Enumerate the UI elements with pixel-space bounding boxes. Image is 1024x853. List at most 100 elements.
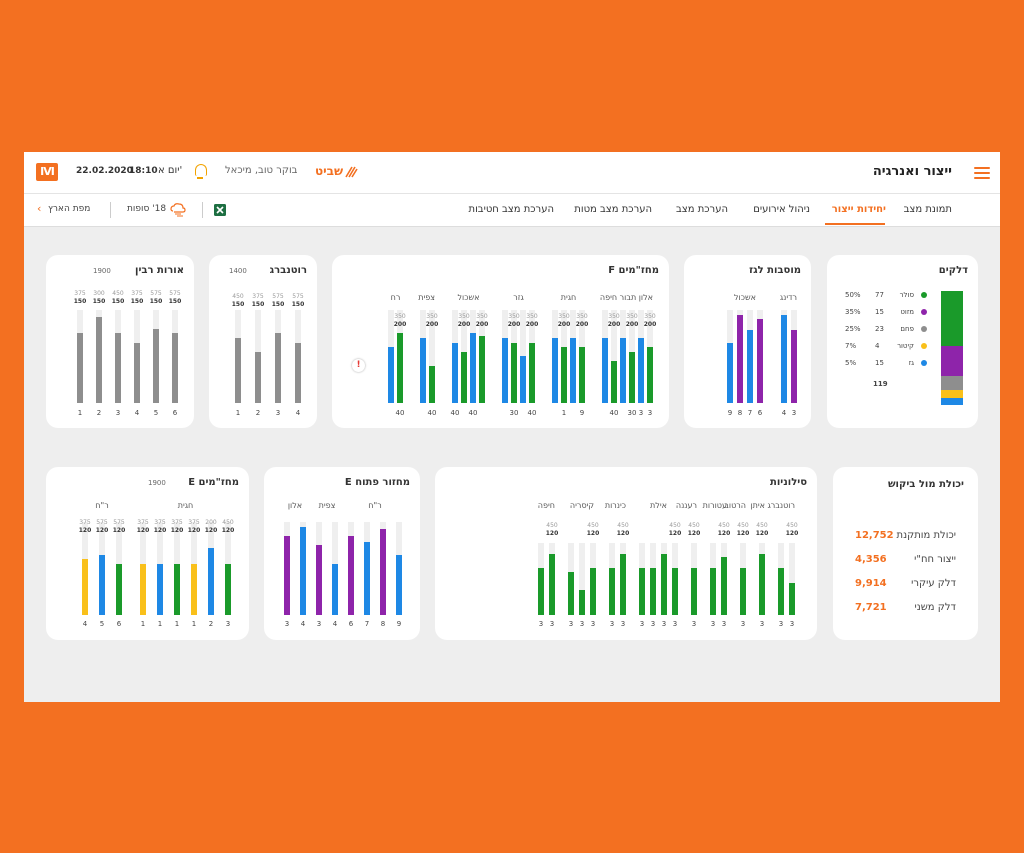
bar-fill[interactable] (429, 366, 435, 403)
day-text: יום א' (158, 165, 183, 176)
bar-fill[interactable] (579, 590, 585, 615)
bar-fill[interactable] (661, 554, 667, 615)
bar-top-label: 450 120 (684, 522, 704, 538)
station-label: צפית (418, 293, 435, 302)
bar-fill[interactable] (99, 555, 105, 615)
bar-fill[interactable] (140, 564, 146, 615)
bar-fill[interactable] (380, 529, 386, 615)
bar-fill[interactable] (388, 347, 394, 403)
bar-fill[interactable] (157, 564, 163, 615)
bar-fill[interactable] (116, 564, 122, 615)
bar-fill[interactable] (284, 536, 290, 615)
bar-fill[interactable] (650, 568, 656, 615)
active-tab-indicator (825, 223, 885, 225)
bar-fill[interactable] (82, 559, 88, 615)
bar-fill[interactable] (620, 338, 626, 403)
bar-fill[interactable] (757, 319, 763, 403)
bar-fill[interactable] (300, 527, 306, 615)
bar-fill[interactable] (791, 330, 797, 403)
tab-event-management[interactable]: ניהול אירועים (753, 204, 810, 215)
bar-fill[interactable] (191, 564, 197, 615)
bar-fill[interactable] (348, 536, 354, 615)
bar-fill[interactable] (721, 557, 727, 615)
bar-fill[interactable] (452, 343, 458, 403)
tab-division-assessment[interactable]: הערכת מצב חטיבות (468, 204, 555, 215)
excel-icon[interactable] (214, 204, 226, 216)
bar-fill[interactable] (579, 347, 585, 403)
chevron-left-icon[interactable]: ‹ (37, 202, 42, 215)
bar-current-value: 150 (271, 301, 285, 308)
bar-fill[interactable] (538, 568, 544, 615)
bar-fill[interactable] (115, 333, 121, 403)
bar-fill[interactable] (275, 333, 281, 403)
bar-fill[interactable] (520, 356, 526, 403)
bell-icon[interactable] (195, 164, 207, 179)
bar-fill[interactable] (568, 572, 574, 615)
bar-track (479, 310, 485, 403)
bar-fill[interactable] (647, 347, 653, 403)
bar-fill[interactable] (479, 336, 485, 403)
bar-fill[interactable] (727, 343, 733, 403)
tab-situation-assessment[interactable]: הערכת מצב (676, 204, 728, 215)
bar-fill[interactable] (511, 343, 517, 403)
bar-fill[interactable] (420, 338, 426, 403)
bar-fill[interactable] (208, 548, 214, 615)
bar-fill[interactable] (316, 545, 322, 615)
bar-max-value: 575 (113, 519, 125, 526)
bar-fill[interactable] (747, 330, 753, 403)
bar-max-value: 375 (137, 519, 149, 526)
bar-max-value: 450 (756, 522, 768, 529)
bar-fill[interactable] (295, 343, 301, 403)
storms-indicator[interactable]: 18' סופות (127, 204, 167, 214)
bar-fill[interactable] (710, 568, 716, 615)
bar-fill[interactable] (77, 333, 83, 403)
bar-fill[interactable] (629, 352, 635, 403)
bar-fill[interactable] (691, 568, 697, 615)
bar-fill[interactable] (781, 315, 787, 403)
bar-fill[interactable] (561, 347, 567, 403)
bar-fill[interactable] (789, 583, 795, 615)
bar-fill[interactable] (759, 554, 765, 615)
bar-fill[interactable] (549, 554, 555, 615)
bar-unit-number: 2 (255, 409, 261, 417)
bar-fill[interactable] (470, 333, 476, 403)
bar-unit-number: 1 (140, 620, 146, 628)
bar-fill[interactable] (172, 333, 178, 403)
bar-fill[interactable] (235, 338, 241, 403)
tab-production-units[interactable]: יחידות ייצור (831, 204, 886, 215)
bar-fill[interactable] (255, 352, 261, 403)
bar-fill[interactable] (225, 564, 231, 615)
bar-fill[interactable] (153, 329, 159, 403)
bar-fill[interactable] (620, 554, 626, 615)
bar-fill[interactable] (778, 568, 784, 615)
bar-fill[interactable] (502, 338, 508, 403)
legend-percent: 25% (845, 325, 861, 333)
tab-overview[interactable]: תמונת מצב (903, 204, 952, 215)
bar-fill[interactable] (609, 568, 615, 615)
bar-current-value: 120 (687, 530, 701, 537)
bar-fill[interactable] (461, 352, 467, 403)
bar-fill[interactable] (570, 338, 576, 403)
bar-fill[interactable] (332, 564, 338, 615)
bar-fill[interactable] (672, 568, 678, 615)
warning-icon[interactable]: ! (352, 359, 365, 372)
bar-fill[interactable] (96, 317, 102, 403)
tab-staff-assessment[interactable]: הערכת מצב מטות (574, 204, 652, 215)
bar-fill[interactable] (602, 338, 608, 403)
menu-icon[interactable] (974, 167, 990, 179)
bar-fill[interactable] (611, 361, 617, 403)
bar-fill[interactable] (590, 568, 596, 615)
bar-fill[interactable] (364, 542, 370, 615)
bar-fill[interactable] (638, 338, 644, 403)
bar-fill[interactable] (134, 343, 140, 403)
bar-unit-number: 3 (568, 620, 574, 628)
bar-fill[interactable] (740, 568, 746, 615)
country-map-link[interactable]: מפת הארץ (48, 204, 91, 214)
bar-fill[interactable] (396, 555, 402, 615)
bar-fill[interactable] (639, 568, 645, 615)
bar-fill[interactable] (529, 343, 535, 403)
bar-fill[interactable] (737, 315, 743, 403)
bar-fill[interactable] (174, 564, 180, 615)
bar-fill[interactable] (552, 338, 558, 403)
bar-fill[interactable] (397, 333, 403, 403)
